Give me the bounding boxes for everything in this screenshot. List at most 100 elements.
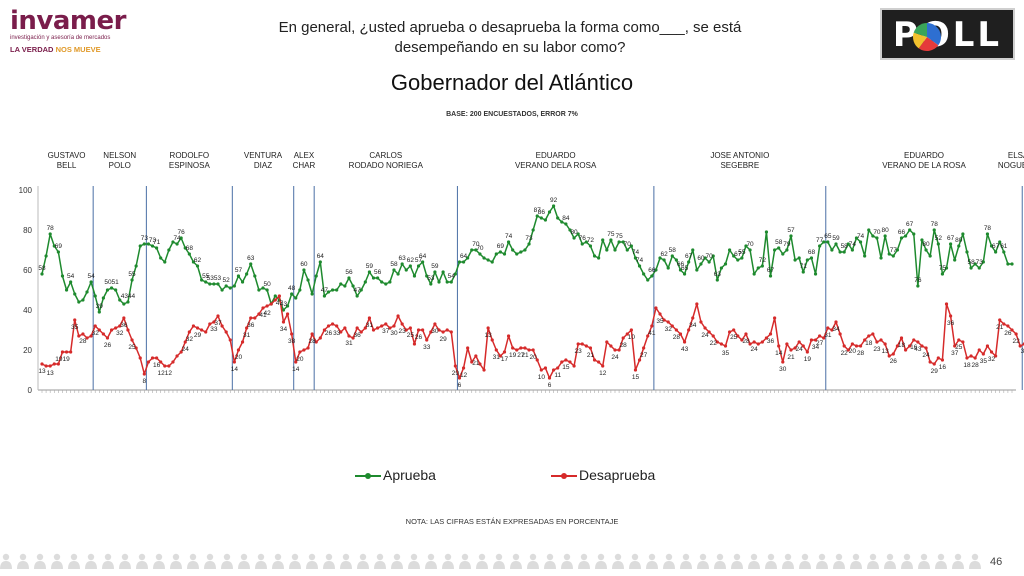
data-point-desaprueba — [253, 316, 257, 320]
data-point-aprueba — [359, 288, 363, 292]
data-point-desaprueba — [748, 342, 752, 346]
data-label-desaprueba: 14 — [775, 350, 783, 357]
data-point-desaprueba — [486, 326, 490, 330]
data-point-aprueba — [408, 264, 412, 268]
data-point-aprueba — [290, 292, 294, 296]
data-point-desaprueba — [903, 348, 908, 352]
data-label-aprueba: 78 — [47, 225, 55, 232]
data-point-desaprueba — [294, 360, 298, 364]
poll-logo-pie-slice — [918, 37, 939, 51]
data-point-aprueba — [302, 268, 306, 272]
person-head — [274, 553, 282, 561]
person-head — [206, 553, 214, 561]
person-body — [697, 561, 709, 569]
data-label-desaprueba: 28 — [309, 338, 317, 345]
data-label-aprueba: 86 — [538, 209, 546, 216]
data-point-desaprueba — [175, 354, 179, 358]
data-point-desaprueba — [863, 338, 867, 342]
data-point-desaprueba — [793, 346, 797, 350]
data-point-aprueba — [416, 264, 421, 268]
data-point-desaprueba — [114, 326, 118, 330]
y-tick-label: 20 — [23, 346, 32, 355]
data-label-aprueba: 57 — [415, 257, 423, 264]
data-point-desaprueba — [228, 338, 232, 342]
data-point-desaprueba — [245, 326, 249, 330]
data-point-desaprueba — [494, 348, 498, 352]
data-point-aprueba — [146, 242, 151, 246]
data-label-aprueba: 67 — [767, 267, 775, 274]
data-point-desaprueba — [854, 344, 859, 348]
data-label-desaprueba: 25 — [128, 344, 136, 351]
data-point-aprueba — [249, 262, 253, 266]
data-point-desaprueba — [392, 324, 396, 328]
data-point-desaprueba — [928, 360, 932, 364]
person-silhouette-icon — [51, 553, 63, 569]
data-point-aprueba — [527, 242, 531, 246]
data-point-aprueba — [494, 252, 498, 256]
data-point-desaprueba — [187, 330, 191, 334]
data-point-aprueba — [703, 256, 707, 260]
data-point-aprueba — [154, 246, 159, 250]
person-body — [629, 561, 641, 569]
data-point-desaprueba — [535, 358, 539, 362]
data-point-desaprueba — [957, 338, 961, 342]
data-label-aprueba: 58 — [390, 261, 398, 268]
y-tick-label: 60 — [23, 266, 32, 275]
data-point-desaprueba — [461, 366, 466, 370]
data-point-aprueba — [854, 236, 859, 240]
data-point-desaprueba — [478, 362, 482, 366]
person-body — [459, 561, 471, 569]
period-label-line: VENTURA — [244, 151, 283, 160]
data-point-desaprueba — [568, 360, 572, 364]
person-silhouette-icon — [833, 553, 845, 569]
data-label-desaprueba: 43 — [914, 346, 922, 353]
data-point-desaprueba — [515, 348, 519, 352]
data-point-desaprueba — [654, 306, 658, 310]
data-label-aprueba: 53 — [427, 275, 435, 282]
data-point-aprueba — [1006, 262, 1010, 266]
data-point-aprueba — [867, 228, 871, 232]
person-head — [869, 553, 877, 561]
data-point-aprueba — [208, 282, 212, 286]
person-silhouette-icon — [544, 553, 556, 569]
data-point-desaprueba — [531, 348, 535, 352]
data-point-aprueba — [425, 274, 429, 278]
data-point-desaprueba — [646, 334, 650, 338]
data-point-aprueba — [138, 244, 142, 248]
data-point-desaprueba — [257, 312, 261, 316]
data-point-aprueba — [105, 288, 110, 292]
data-label-aprueba: 84 — [562, 215, 570, 222]
data-point-aprueba — [478, 252, 482, 256]
data-point-desaprueba — [564, 358, 568, 362]
data-label-desaprueba: 37 — [951, 350, 959, 357]
data-point-desaprueba — [511, 346, 515, 350]
person-head — [138, 553, 146, 561]
data-point-aprueba — [744, 244, 748, 248]
data-point-desaprueba — [429, 330, 433, 334]
data-point-aprueba — [441, 270, 445, 274]
person-silhouette-icon — [578, 553, 590, 569]
person-body — [238, 561, 250, 569]
person-head — [614, 553, 622, 561]
data-point-desaprueba — [576, 342, 580, 346]
data-point-aprueba — [392, 268, 396, 272]
data-point-desaprueba — [1010, 328, 1014, 332]
person-head — [342, 553, 350, 561]
data-point-aprueba — [605, 248, 609, 252]
data-point-aprueba — [486, 258, 490, 262]
person-head — [563, 553, 571, 561]
data-point-aprueba — [989, 244, 994, 248]
data-point-desaprueba — [687, 328, 691, 332]
person-silhouette-icon — [612, 553, 624, 569]
data-point-aprueba — [498, 250, 502, 254]
data-point-aprueba — [903, 234, 908, 238]
person-head — [954, 553, 962, 561]
data-point-desaprueba — [850, 342, 854, 346]
data-point-desaprueba — [60, 350, 65, 354]
data-point-aprueba — [1002, 250, 1006, 254]
data-point-desaprueba — [961, 340, 965, 344]
person-body — [187, 561, 199, 569]
data-label-aprueba: 80 — [882, 227, 890, 234]
data-point-desaprueba — [916, 340, 920, 344]
data-point-desaprueba — [502, 350, 507, 354]
